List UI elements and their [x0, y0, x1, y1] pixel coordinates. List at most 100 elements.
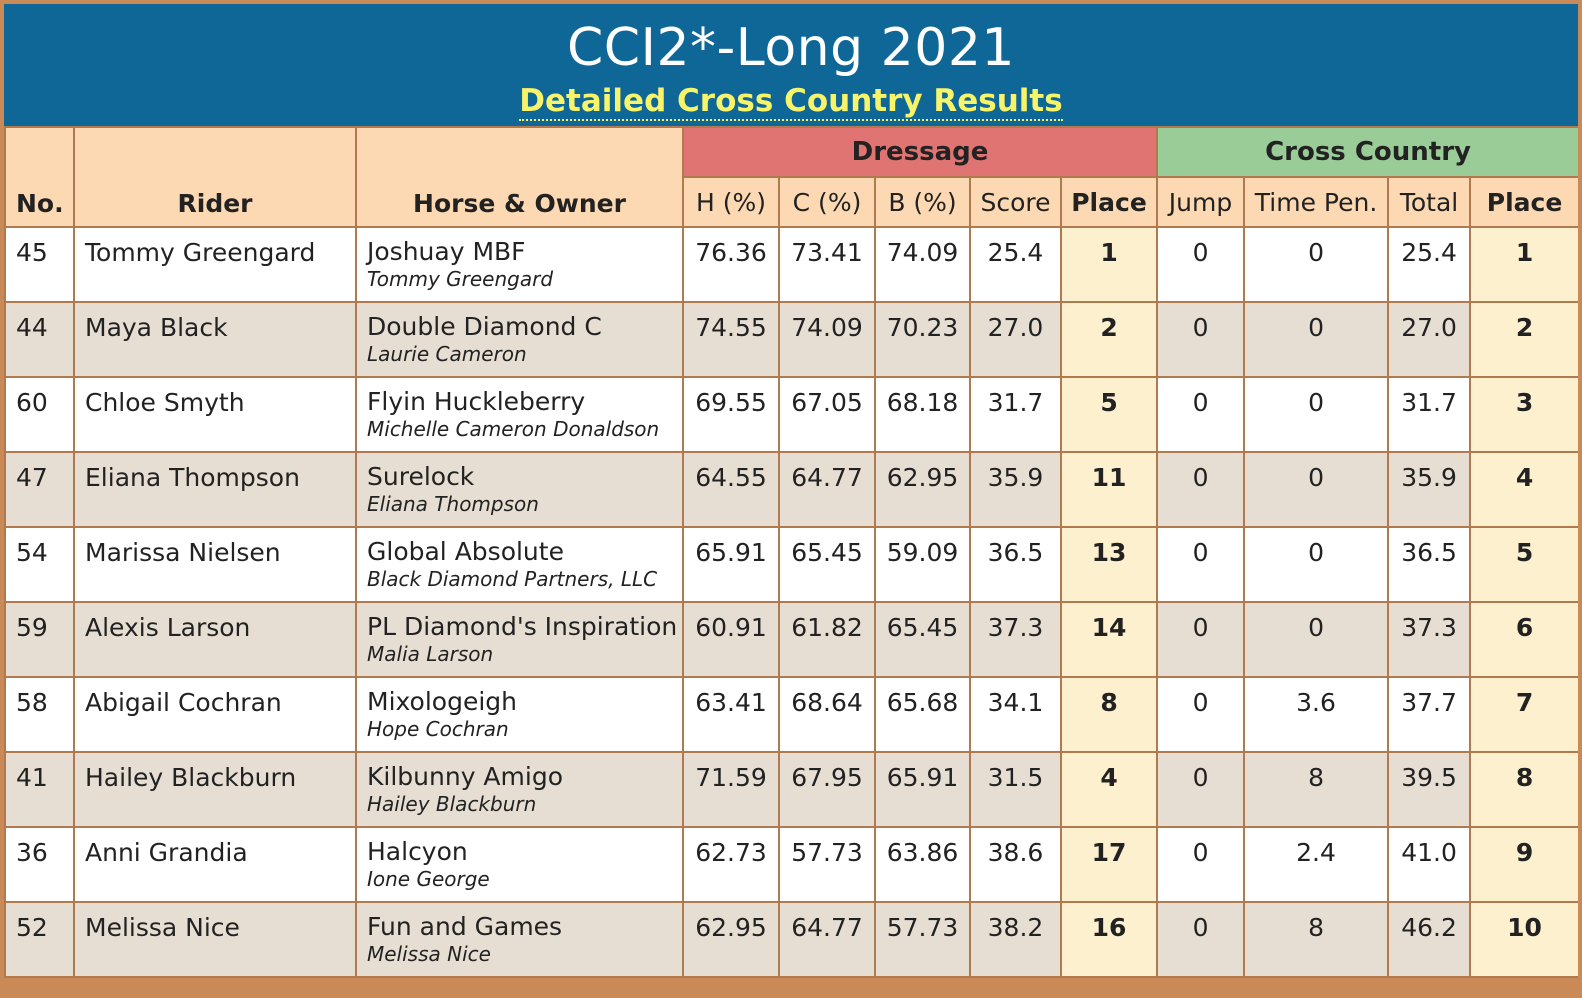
xc-place: 6 [1469, 601, 1578, 678]
xc-jump: 0 [1156, 526, 1246, 603]
xc-total: 31.7 [1387, 376, 1472, 453]
rider-name: Alexis Larson [73, 601, 357, 678]
horse-owner-cell: Double Diamond C Laurie Cameron [355, 301, 684, 378]
results-body: 45 Tommy Greengard Joshuay MBF Tommy Greeng… [4, 226, 1578, 978]
owner-name: Black Diamond Partners, LLC [367, 567, 658, 591]
owner-name: Melissa Nice [367, 942, 491, 966]
horse-name: Global Absolute [367, 537, 564, 566]
horse-owner-cell: Joshuay MBF Tommy Greengard [355, 226, 684, 303]
entry-number: 36 [4, 826, 75, 903]
rider-name: Hailey Blackburn [73, 751, 357, 828]
table-row: 45 Tommy Greengard Joshuay MBF Tommy Greeng… [4, 226, 1578, 303]
dressage-h: 62.95 [682, 901, 780, 978]
horse-owner-cell: Mixologeigh Hope Cochran [355, 676, 684, 753]
dressage-h: 63.41 [682, 676, 780, 753]
dressage-score: 31.5 [969, 751, 1062, 828]
owner-name: Ione George [367, 867, 490, 891]
dressage-place: 11 [1059, 451, 1159, 528]
xc-place: 10 [1469, 901, 1578, 978]
xc-time-penalty: 0 [1243, 451, 1390, 528]
table-row: 59 Alexis Larson PL Diamond's Inspiration M… [4, 601, 1578, 678]
entry-number: 52 [4, 901, 75, 978]
col-header-no: No. [4, 126, 75, 228]
results-table: No. Rider Horse & Owner Dressage Cross C… [4, 126, 1578, 978]
dressage-c: 68.64 [778, 676, 876, 753]
xc-time-penalty: 8 [1243, 751, 1390, 828]
xc-jump: 0 [1156, 676, 1246, 753]
col-header-xc-place: Place [1469, 176, 1578, 228]
dressage-b: 62.95 [874, 451, 971, 528]
entry-number: 58 [4, 676, 75, 753]
dressage-place: 16 [1059, 901, 1159, 978]
rider-name: Melissa Nice [73, 901, 357, 978]
dressage-place: 2 [1059, 301, 1159, 378]
entry-number: 60 [4, 376, 75, 453]
group-header-dressage: Dressage [681, 126, 1159, 178]
dressage-b: 70.23 [874, 301, 971, 378]
entry-number: 54 [4, 526, 75, 603]
horse-name: Halcyon [367, 837, 468, 866]
dressage-b: 68.18 [874, 376, 971, 453]
dressage-score: 38.6 [969, 826, 1062, 903]
xc-place: 9 [1469, 826, 1578, 903]
dressage-place: 14 [1059, 601, 1159, 678]
dressage-score: 31.7 [969, 376, 1062, 453]
col-header-c: C (%) [778, 176, 876, 228]
horse-name: PL Diamond's Inspiration [367, 612, 678, 641]
xc-jump: 0 [1156, 376, 1246, 453]
dressage-place: 1 [1059, 226, 1159, 303]
table-row: 54 Marissa Nielsen Global Absolute Black Di… [4, 526, 1578, 603]
xc-total: 46.2 [1387, 901, 1472, 978]
xc-jump: 0 [1156, 601, 1246, 678]
xc-jump: 0 [1156, 301, 1246, 378]
xc-time-penalty: 0 [1243, 601, 1390, 678]
dressage-b: 65.45 [874, 601, 971, 678]
xc-jump: 0 [1156, 751, 1246, 828]
table-row: 36 Anni Grandia Halcyon Ione George 62.73 57.… [4, 826, 1578, 903]
dressage-c: 64.77 [778, 451, 876, 528]
xc-total: 27.0 [1387, 301, 1472, 378]
owner-name: Tommy Greengard [367, 267, 554, 291]
dressage-b: 74.09 [874, 226, 971, 303]
rider-name: Chloe Smyth [73, 376, 357, 453]
dressage-score: 34.1 [969, 676, 1062, 753]
dressage-place: 8 [1059, 676, 1159, 753]
rider-name: Maya Black [73, 301, 357, 378]
horse-name: Mixologeigh [367, 687, 517, 716]
dressage-h: 76.36 [682, 226, 780, 303]
dressage-b: 63.86 [874, 826, 971, 903]
xc-place: 5 [1469, 526, 1578, 603]
owner-name: Michelle Cameron Donaldson [367, 417, 660, 441]
xc-place: 4 [1469, 451, 1578, 528]
dressage-score: 27.0 [969, 301, 1062, 378]
horse-owner-cell: Flyin Huckleberry Michelle Cameron Donald… [355, 376, 684, 453]
col-header-rider: Rider [73, 126, 357, 228]
owner-name: Hailey Blackburn [367, 792, 537, 816]
horse-name: Fun and Games [367, 912, 563, 941]
dressage-score: 35.9 [969, 451, 1062, 528]
results-subtitle-link[interactable]: Detailed Cross Country Results [519, 83, 1063, 121]
col-header-dressage-place: Place [1059, 176, 1159, 228]
dressage-place: 4 [1059, 751, 1159, 828]
horse-name: Joshuay MBF [367, 237, 526, 266]
dressage-h: 65.91 [682, 526, 780, 603]
col-header-horse-owner: Horse & Owner [355, 126, 684, 228]
table-row: 58 Abigail Cochran Mixologeigh Hope Cochran… [4, 676, 1578, 753]
horse-name: Kilbunny Amigo [367, 762, 563, 791]
xc-time-penalty: 0 [1243, 376, 1390, 453]
xc-place: 3 [1469, 376, 1578, 453]
xc-total: 39.5 [1387, 751, 1472, 828]
col-header-b: B (%) [874, 176, 971, 228]
dressage-score: 37.3 [969, 601, 1062, 678]
page-banner: CCI2*-Long 2021 Detailed Cross Country R… [4, 4, 1578, 126]
col-header-score: Score [969, 176, 1062, 228]
horse-name: Surelock [367, 462, 475, 491]
table-row: 60 Chloe Smyth Flyin Huckleberry Michelle C… [4, 376, 1578, 453]
col-header-jump: Jump [1156, 176, 1246, 228]
dressage-score: 36.5 [969, 526, 1062, 603]
entry-number: 41 [4, 751, 75, 828]
dressage-h: 64.55 [682, 451, 780, 528]
xc-time-penalty: 0 [1243, 526, 1390, 603]
xc-total: 25.4 [1387, 226, 1472, 303]
rider-name: Tommy Greengard [73, 226, 357, 303]
